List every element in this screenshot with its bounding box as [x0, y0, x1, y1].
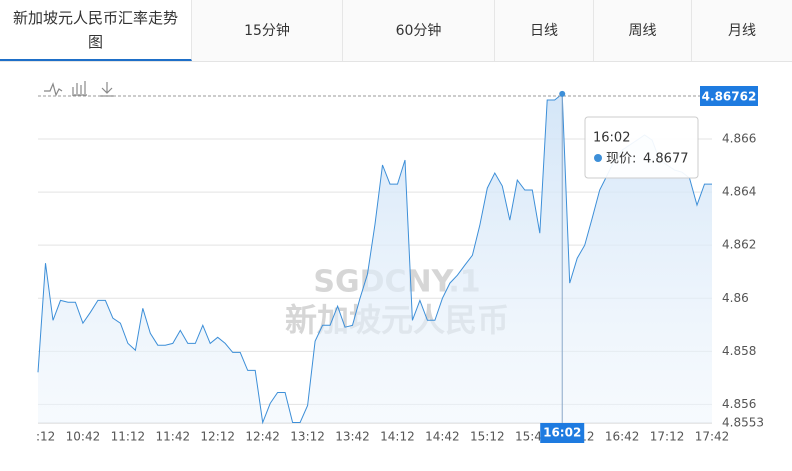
line	[37, 92, 712, 425]
line-icon[interactable]	[44, 82, 63, 97]
tab[interactable]: 60分钟	[343, 0, 495, 61]
y-tick-label: 4.8553	[722, 416, 764, 430]
tooltip-dot	[594, 154, 602, 162]
x-tick-label: 14:42	[425, 430, 460, 444]
tooltip	[584, 116, 699, 179]
x-tick-label: 17:42	[695, 430, 730, 444]
x-tick-label: 17:12	[650, 430, 685, 444]
x-axis: 10:12 10:42 11:12 11:42 12:12 12:42 13:12 13:42…	[21, 430, 730, 444]
x-tick-label: 12:42	[245, 430, 280, 444]
tab[interactable]: 日线	[495, 0, 594, 61]
tooltip-value: 4.8677	[643, 152, 689, 167]
hover-point	[559, 90, 566, 97]
crosshair-badge	[540, 423, 585, 443]
tab[interactable]: 新加坡元人民币汇率走势图	[0, 0, 192, 61]
bar-icon[interactable]	[72, 81, 87, 96]
tab-bar: 新加坡元人民币汇率走势图 15分钟 60分钟 日线 周线 月线	[0, 0, 792, 62]
y-tick-label: 4.856	[722, 397, 756, 411]
y-tick-label: 4.864	[722, 185, 756, 199]
download-icon[interactable]	[100, 82, 114, 97]
tab[interactable]: 周线	[594, 0, 692, 61]
last-price-badge	[700, 86, 758, 106]
x-tick-label: 11:42	[156, 430, 191, 444]
x-tick-label: 16:42	[605, 430, 640, 444]
tooltip-label: 现价:	[606, 152, 636, 167]
x-tick-label: 13:42	[335, 430, 370, 444]
toolbar-icons[interactable]	[44, 81, 114, 97]
x-tick-label: 15:12	[470, 430, 505, 444]
overlay: 4.86762 16:02 16:02 现价: 4.8677	[38, 86, 758, 443]
last-price-label: 4.86762	[702, 90, 757, 104]
x-tick-label: 14:12	[380, 430, 415, 444]
x-tick-label: 12:12	[200, 430, 235, 444]
tab[interactable]: 15分钟	[192, 0, 343, 61]
tab[interactable]: 月线	[728, 22, 756, 39]
y-tick-label: 4.866	[722, 131, 756, 145]
area	[38, 93, 712, 424]
y-tick-label: 4.862	[722, 238, 756, 252]
tooltip-time: 16:02	[593, 131, 630, 146]
x-tick-label: 10:12	[21, 430, 56, 444]
plot	[37, 92, 712, 425]
x-tick-label: 13:12	[290, 430, 325, 444]
x-tick-label: 11:12	[111, 430, 146, 444]
y-tick-label: 4.858	[722, 344, 756, 358]
crosshair-label: 16:02	[543, 426, 581, 440]
x-tick-label: 10:42	[66, 430, 101, 444]
y-tick-label: 4.86	[722, 291, 749, 305]
